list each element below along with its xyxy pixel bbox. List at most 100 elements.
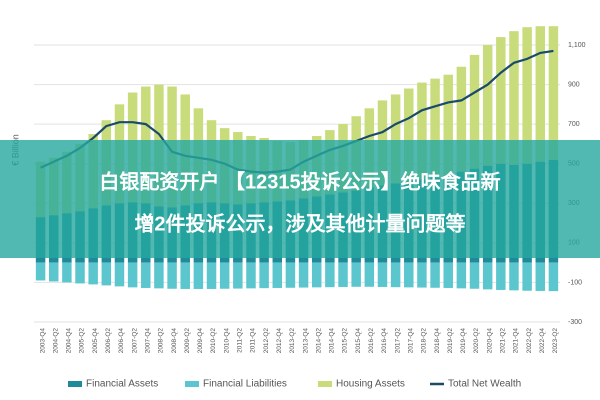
bar xyxy=(167,262,177,289)
x-tick-label: 2017-Q2 xyxy=(394,328,401,354)
x-tick-label: 2020-Q4 xyxy=(486,328,493,354)
y-tick-label: -100 xyxy=(568,279,582,286)
legend-swatch xyxy=(185,381,199,387)
bar xyxy=(535,262,546,291)
bar xyxy=(417,262,427,288)
x-tick-label: 2022-Q2 xyxy=(526,328,533,354)
x-tick-label: 2010-Q2 xyxy=(210,328,217,354)
bar xyxy=(75,262,85,284)
bar xyxy=(285,262,296,288)
x-tick-label: 2016-Q2 xyxy=(368,328,375,354)
legend-label: Financial Assets xyxy=(86,379,158,390)
y-tick-label: 900 xyxy=(568,81,580,88)
bar xyxy=(246,262,256,289)
bar xyxy=(430,78,440,178)
bar xyxy=(456,262,467,289)
bar xyxy=(311,262,322,288)
bar xyxy=(127,262,138,288)
bar xyxy=(469,54,480,169)
bar xyxy=(88,262,98,285)
bar xyxy=(482,262,493,290)
bar xyxy=(364,262,375,287)
bar xyxy=(35,262,46,281)
legend-label: Housing Assets xyxy=(336,379,405,390)
x-tick-label: 2008-Q4 xyxy=(171,328,178,354)
x-tick-label: 2014-Q2 xyxy=(315,328,322,354)
bar xyxy=(496,37,506,164)
legend-label: Total Net Wealth xyxy=(448,379,521,390)
bar xyxy=(114,262,125,287)
bar xyxy=(535,26,546,162)
bar xyxy=(443,262,453,288)
x-tick-label: 2020-Q2 xyxy=(473,328,480,354)
x-tick-label: 2019-Q4 xyxy=(460,328,467,354)
x-tick-label: 2004-Q4 xyxy=(66,328,73,354)
x-tick-label: 2008-Q2 xyxy=(158,328,165,354)
overlay-text: 白银配资开户 【12315投诉公示】绝味食品新 xyxy=(99,169,500,193)
y-tick-label: 700 xyxy=(568,121,580,128)
x-tick-label: 2012-Q2 xyxy=(263,328,270,354)
bar xyxy=(325,262,335,288)
bar xyxy=(522,262,532,291)
x-tick-label: 2009-Q4 xyxy=(197,328,204,354)
x-tick-label: 2014-Q4 xyxy=(329,328,336,354)
x-tick-label: 2010-Q4 xyxy=(223,328,230,354)
bar xyxy=(496,262,506,290)
legend-swatch xyxy=(318,381,332,387)
x-tick-label: 2013-Q4 xyxy=(302,328,309,354)
bar xyxy=(522,27,532,164)
bar xyxy=(390,94,401,184)
x-tick-label: 2023-Q2 xyxy=(552,328,559,354)
bar xyxy=(404,88,414,182)
x-tick-label: 2022-Q4 xyxy=(539,328,546,354)
x-tick-label: 2013-Q2 xyxy=(289,328,296,354)
x-tick-label: 2006-Q4 xyxy=(118,328,125,354)
x-tick-label: 2018-Q2 xyxy=(421,328,428,354)
x-tick-label: 2021-Q2 xyxy=(500,328,507,354)
bar xyxy=(404,262,414,288)
bar xyxy=(233,262,243,289)
bar xyxy=(298,262,309,288)
bar xyxy=(469,262,480,289)
bar xyxy=(154,262,164,289)
x-tick-label: 2005-Q2 xyxy=(79,328,86,354)
bar xyxy=(548,26,559,160)
bar xyxy=(509,262,519,291)
x-tick-label: 2011-Q2 xyxy=(237,328,244,353)
x-tick-label: 2005-Q4 xyxy=(92,328,99,354)
overlay-text: 增2件投诉公示，涉及其他计量问题等 xyxy=(134,211,465,235)
x-tick-label: 2015-Q4 xyxy=(355,328,362,354)
x-tick-label: 2012-Q4 xyxy=(276,328,283,354)
bar xyxy=(417,82,427,180)
x-tick-label: 2011-Q4 xyxy=(250,328,257,353)
bar xyxy=(509,31,519,165)
x-tick-label: 2021-Q4 xyxy=(513,328,520,354)
bar xyxy=(272,262,283,288)
x-tick-label: 2007-Q4 xyxy=(144,328,151,354)
x-tick-label: 2006-Q2 xyxy=(105,328,112,354)
bar xyxy=(101,262,112,286)
bar xyxy=(206,262,217,289)
x-tick-label: 2018-Q4 xyxy=(434,328,441,354)
legend-label: Financial Liabilities xyxy=(203,379,287,390)
x-tick-label: 2007-Q2 xyxy=(131,328,138,354)
bar xyxy=(377,262,388,287)
x-tick-label: 2019-Q2 xyxy=(447,328,454,354)
bar xyxy=(219,262,230,289)
bar xyxy=(482,45,493,166)
bar xyxy=(180,262,190,289)
bar xyxy=(456,66,467,172)
bar xyxy=(141,262,151,288)
bar xyxy=(443,74,453,176)
bar xyxy=(62,262,72,283)
y-tick-label: 1,100 xyxy=(568,42,586,49)
x-tick-label: 2017-Q4 xyxy=(407,328,414,354)
bar xyxy=(338,262,348,287)
x-tick-label: 2016-Q4 xyxy=(381,328,388,354)
bar xyxy=(259,262,269,289)
bar xyxy=(351,262,361,287)
overlay-banner xyxy=(0,140,600,258)
legend-swatch xyxy=(68,381,82,387)
bar xyxy=(430,262,440,288)
x-tick-label: 2015-Q2 xyxy=(342,328,349,354)
